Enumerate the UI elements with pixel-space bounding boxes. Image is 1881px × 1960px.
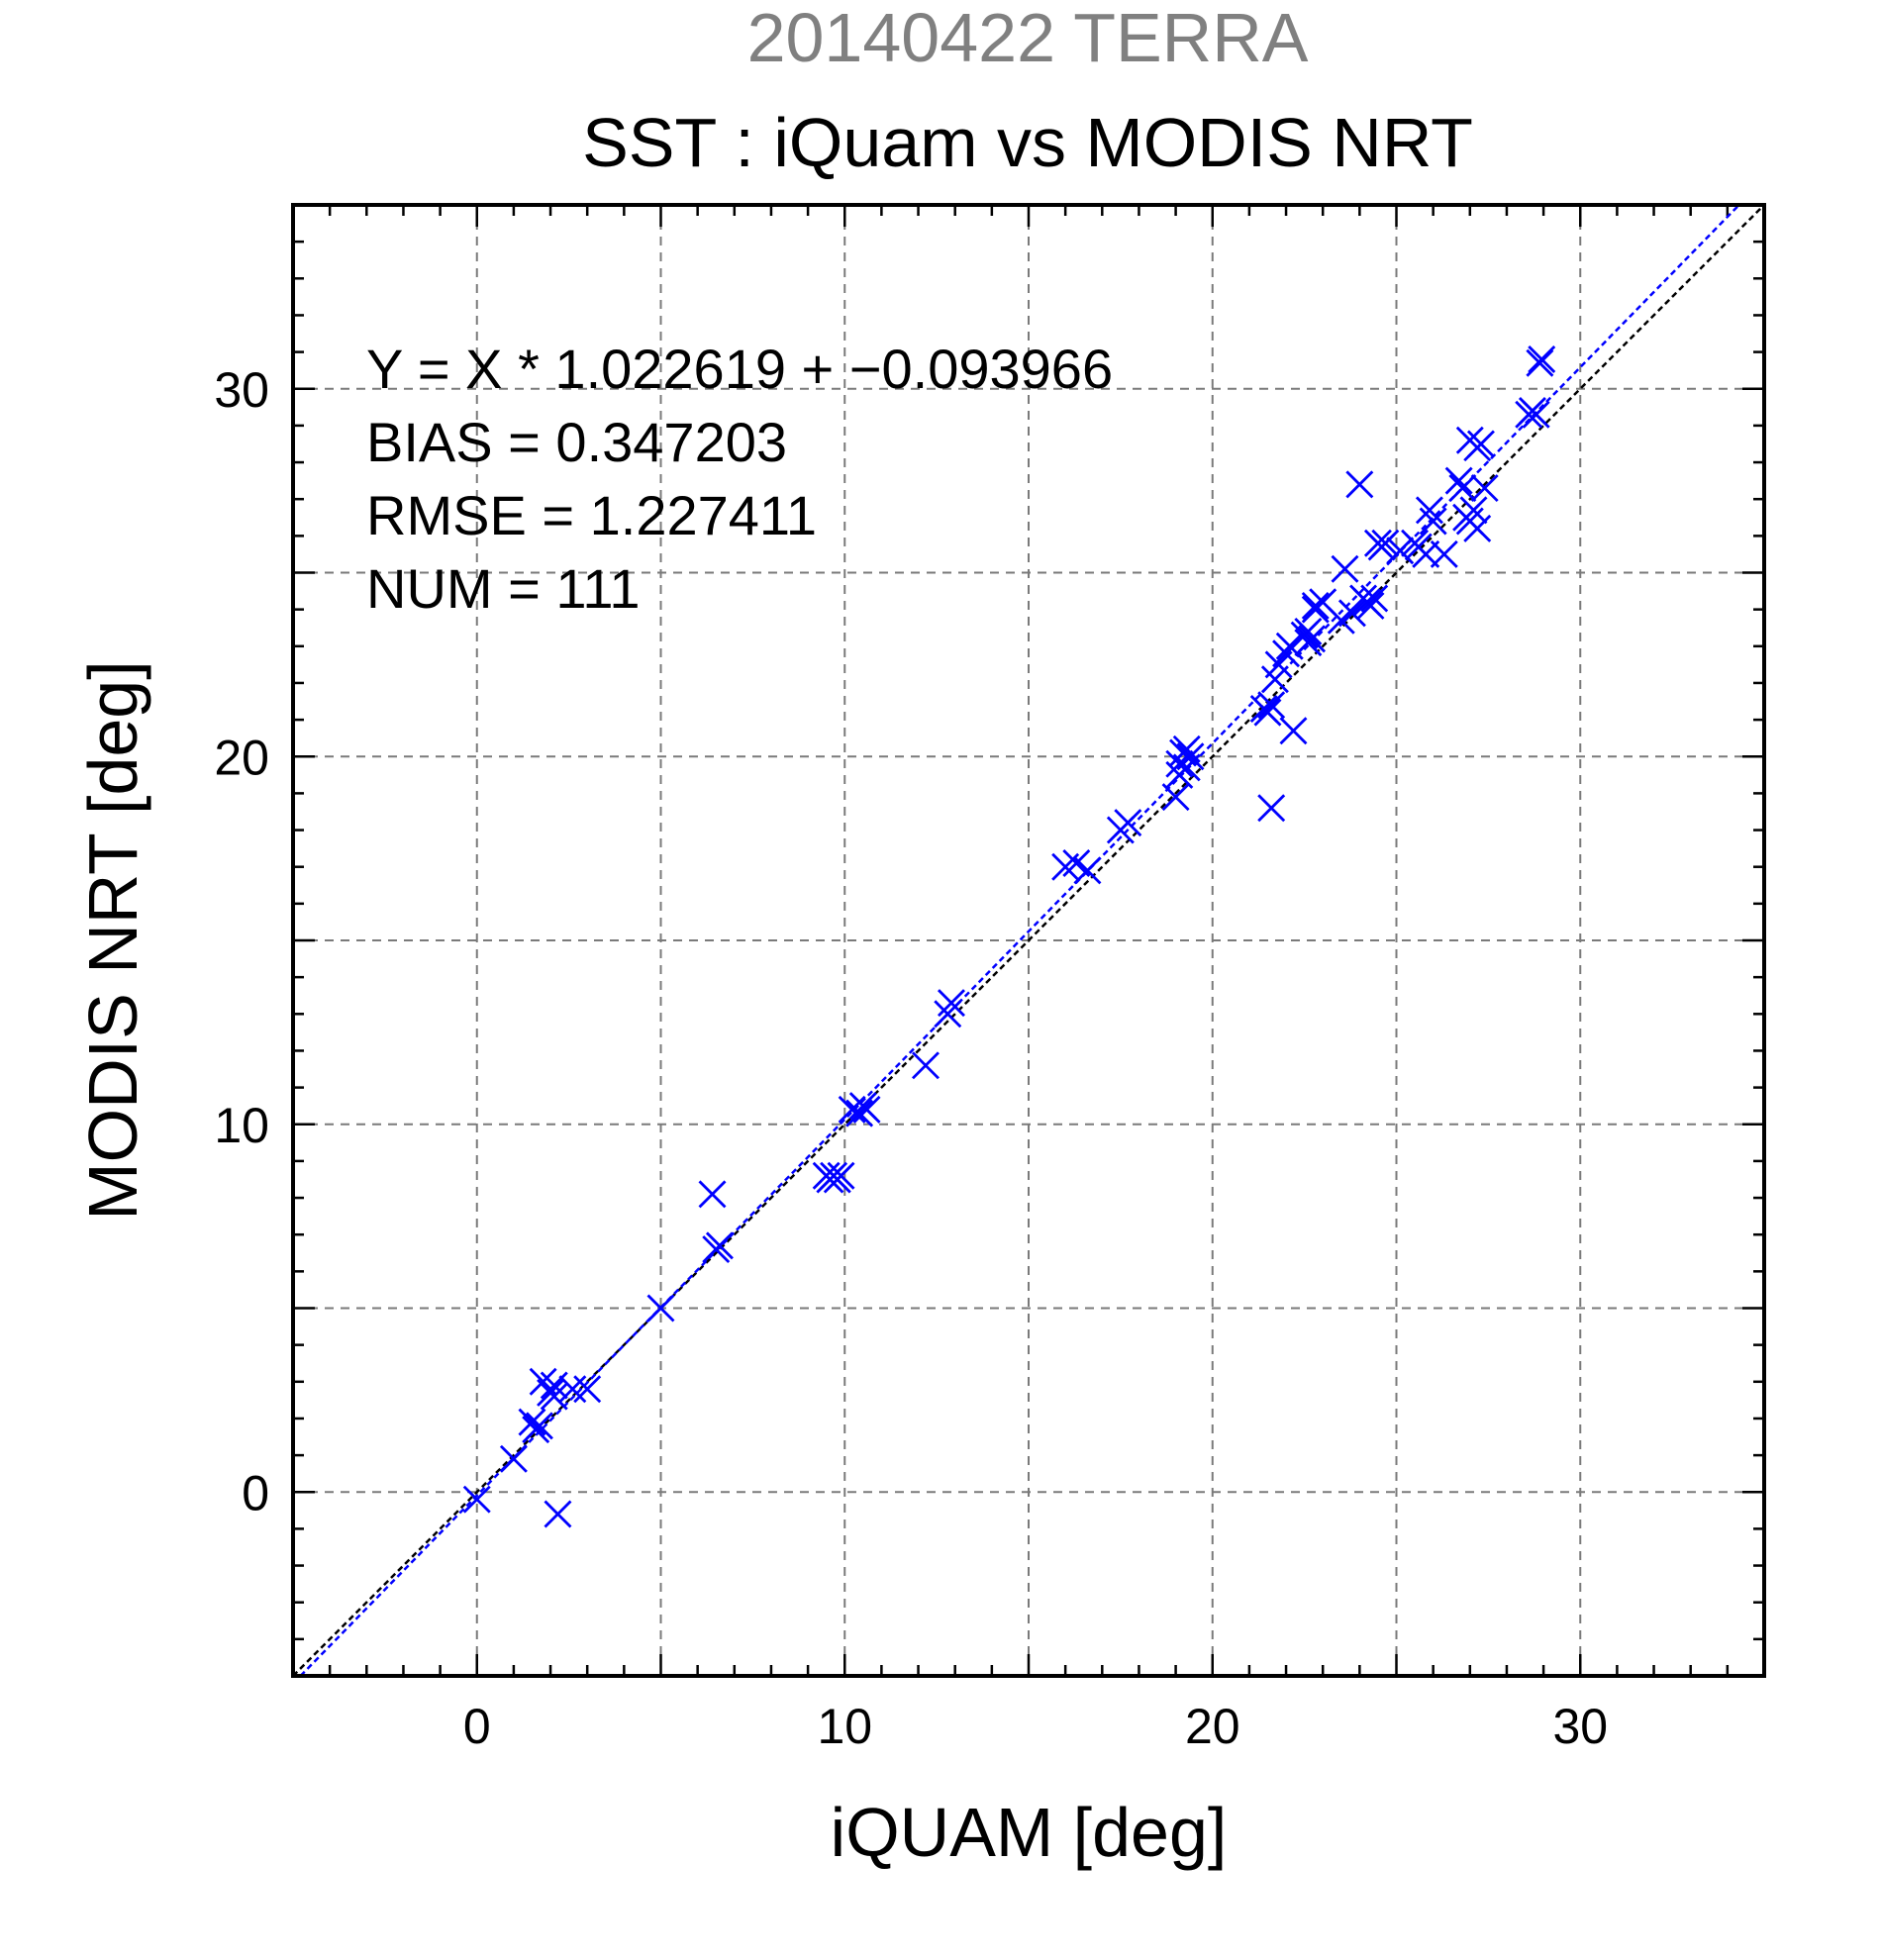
data-point bbox=[646, 1294, 675, 1323]
data-point bbox=[1294, 617, 1323, 645]
data-point bbox=[573, 1375, 602, 1404]
data-point bbox=[1448, 474, 1477, 503]
data-point bbox=[1331, 554, 1359, 583]
chart-title: SST : iQuam vs MODIS NRT bbox=[582, 104, 1473, 181]
data-point bbox=[705, 1231, 734, 1260]
data-point bbox=[1459, 496, 1488, 525]
data-point bbox=[499, 1444, 528, 1473]
data-point bbox=[1301, 595, 1330, 624]
data-point bbox=[540, 1371, 568, 1400]
data-point bbox=[1455, 507, 1484, 536]
data-point bbox=[1257, 691, 1286, 720]
data-point bbox=[1360, 584, 1389, 613]
data-point bbox=[1345, 470, 1374, 499]
data-point bbox=[937, 989, 965, 1018]
data-point bbox=[838, 1095, 866, 1124]
x-tick-label: 0 bbox=[463, 1699, 491, 1754]
data-point bbox=[852, 1095, 881, 1124]
y-tick-label: 20 bbox=[214, 730, 269, 785]
num-stat: NUM = 111 bbox=[366, 557, 640, 620]
data-point bbox=[518, 1408, 546, 1436]
data-point bbox=[1257, 794, 1286, 823]
data-point bbox=[1430, 539, 1458, 568]
bias-stat: BIAS = 0.347203 bbox=[366, 411, 787, 473]
data-point bbox=[934, 1000, 962, 1029]
data-point bbox=[1444, 466, 1473, 495]
data-point bbox=[827, 1161, 855, 1190]
fit-line bbox=[299, 204, 1740, 1677]
x-axis-label: iQUAM [deg] bbox=[831, 1794, 1228, 1871]
data-point bbox=[1371, 529, 1400, 557]
data-point bbox=[1349, 584, 1378, 613]
data-point bbox=[845, 1099, 874, 1127]
data-point bbox=[558, 1375, 587, 1404]
data-points bbox=[462, 345, 1556, 1528]
data-point bbox=[1275, 632, 1304, 660]
data-point bbox=[1470, 474, 1499, 503]
data-point bbox=[1161, 783, 1190, 812]
data-point bbox=[462, 1485, 491, 1514]
data-point bbox=[525, 1412, 553, 1440]
grid-lines bbox=[293, 205, 1764, 1676]
data-point bbox=[1522, 400, 1550, 429]
x-tick-label: 10 bbox=[817, 1699, 872, 1754]
data-point bbox=[540, 1382, 568, 1411]
x-tick-label: 20 bbox=[1185, 1699, 1240, 1754]
data-point bbox=[1301, 591, 1330, 620]
data-point bbox=[1386, 537, 1415, 565]
data-point bbox=[1528, 345, 1556, 374]
data-point bbox=[1415, 496, 1443, 525]
data-point bbox=[1337, 599, 1366, 628]
data-point bbox=[544, 1500, 572, 1528]
chart-subtitle: 20140422 TERRA bbox=[747, 0, 1309, 76]
data-point bbox=[1051, 852, 1080, 881]
y-tick-label: 0 bbox=[242, 1465, 269, 1520]
fit-equation: Y = X * 1.022619 + −0.093966 bbox=[366, 338, 1113, 400]
y-axis-label: MODIS NRT [deg] bbox=[74, 660, 151, 1220]
data-point bbox=[1463, 434, 1492, 462]
data-point bbox=[1419, 507, 1447, 536]
x-tick-label: 30 bbox=[1552, 1699, 1608, 1754]
data-point bbox=[911, 1051, 940, 1080]
rmse-stat: RMSE = 1.227411 bbox=[366, 484, 817, 546]
data-point bbox=[698, 1180, 727, 1209]
data-point bbox=[1073, 856, 1102, 885]
data-point bbox=[1253, 698, 1282, 727]
data-point bbox=[1298, 625, 1327, 653]
data-point bbox=[1279, 717, 1308, 745]
data-point bbox=[1176, 742, 1205, 771]
data-point bbox=[1114, 809, 1142, 837]
data-point bbox=[1172, 735, 1201, 763]
y-tick-label: 10 bbox=[214, 1098, 269, 1153]
plot-frame bbox=[291, 203, 1766, 1678]
data-point bbox=[1165, 760, 1194, 789]
tick-labels: 0 10 20 30 0 10 20 30 bbox=[214, 362, 1608, 1754]
y-tick-label: 30 bbox=[214, 362, 269, 418]
